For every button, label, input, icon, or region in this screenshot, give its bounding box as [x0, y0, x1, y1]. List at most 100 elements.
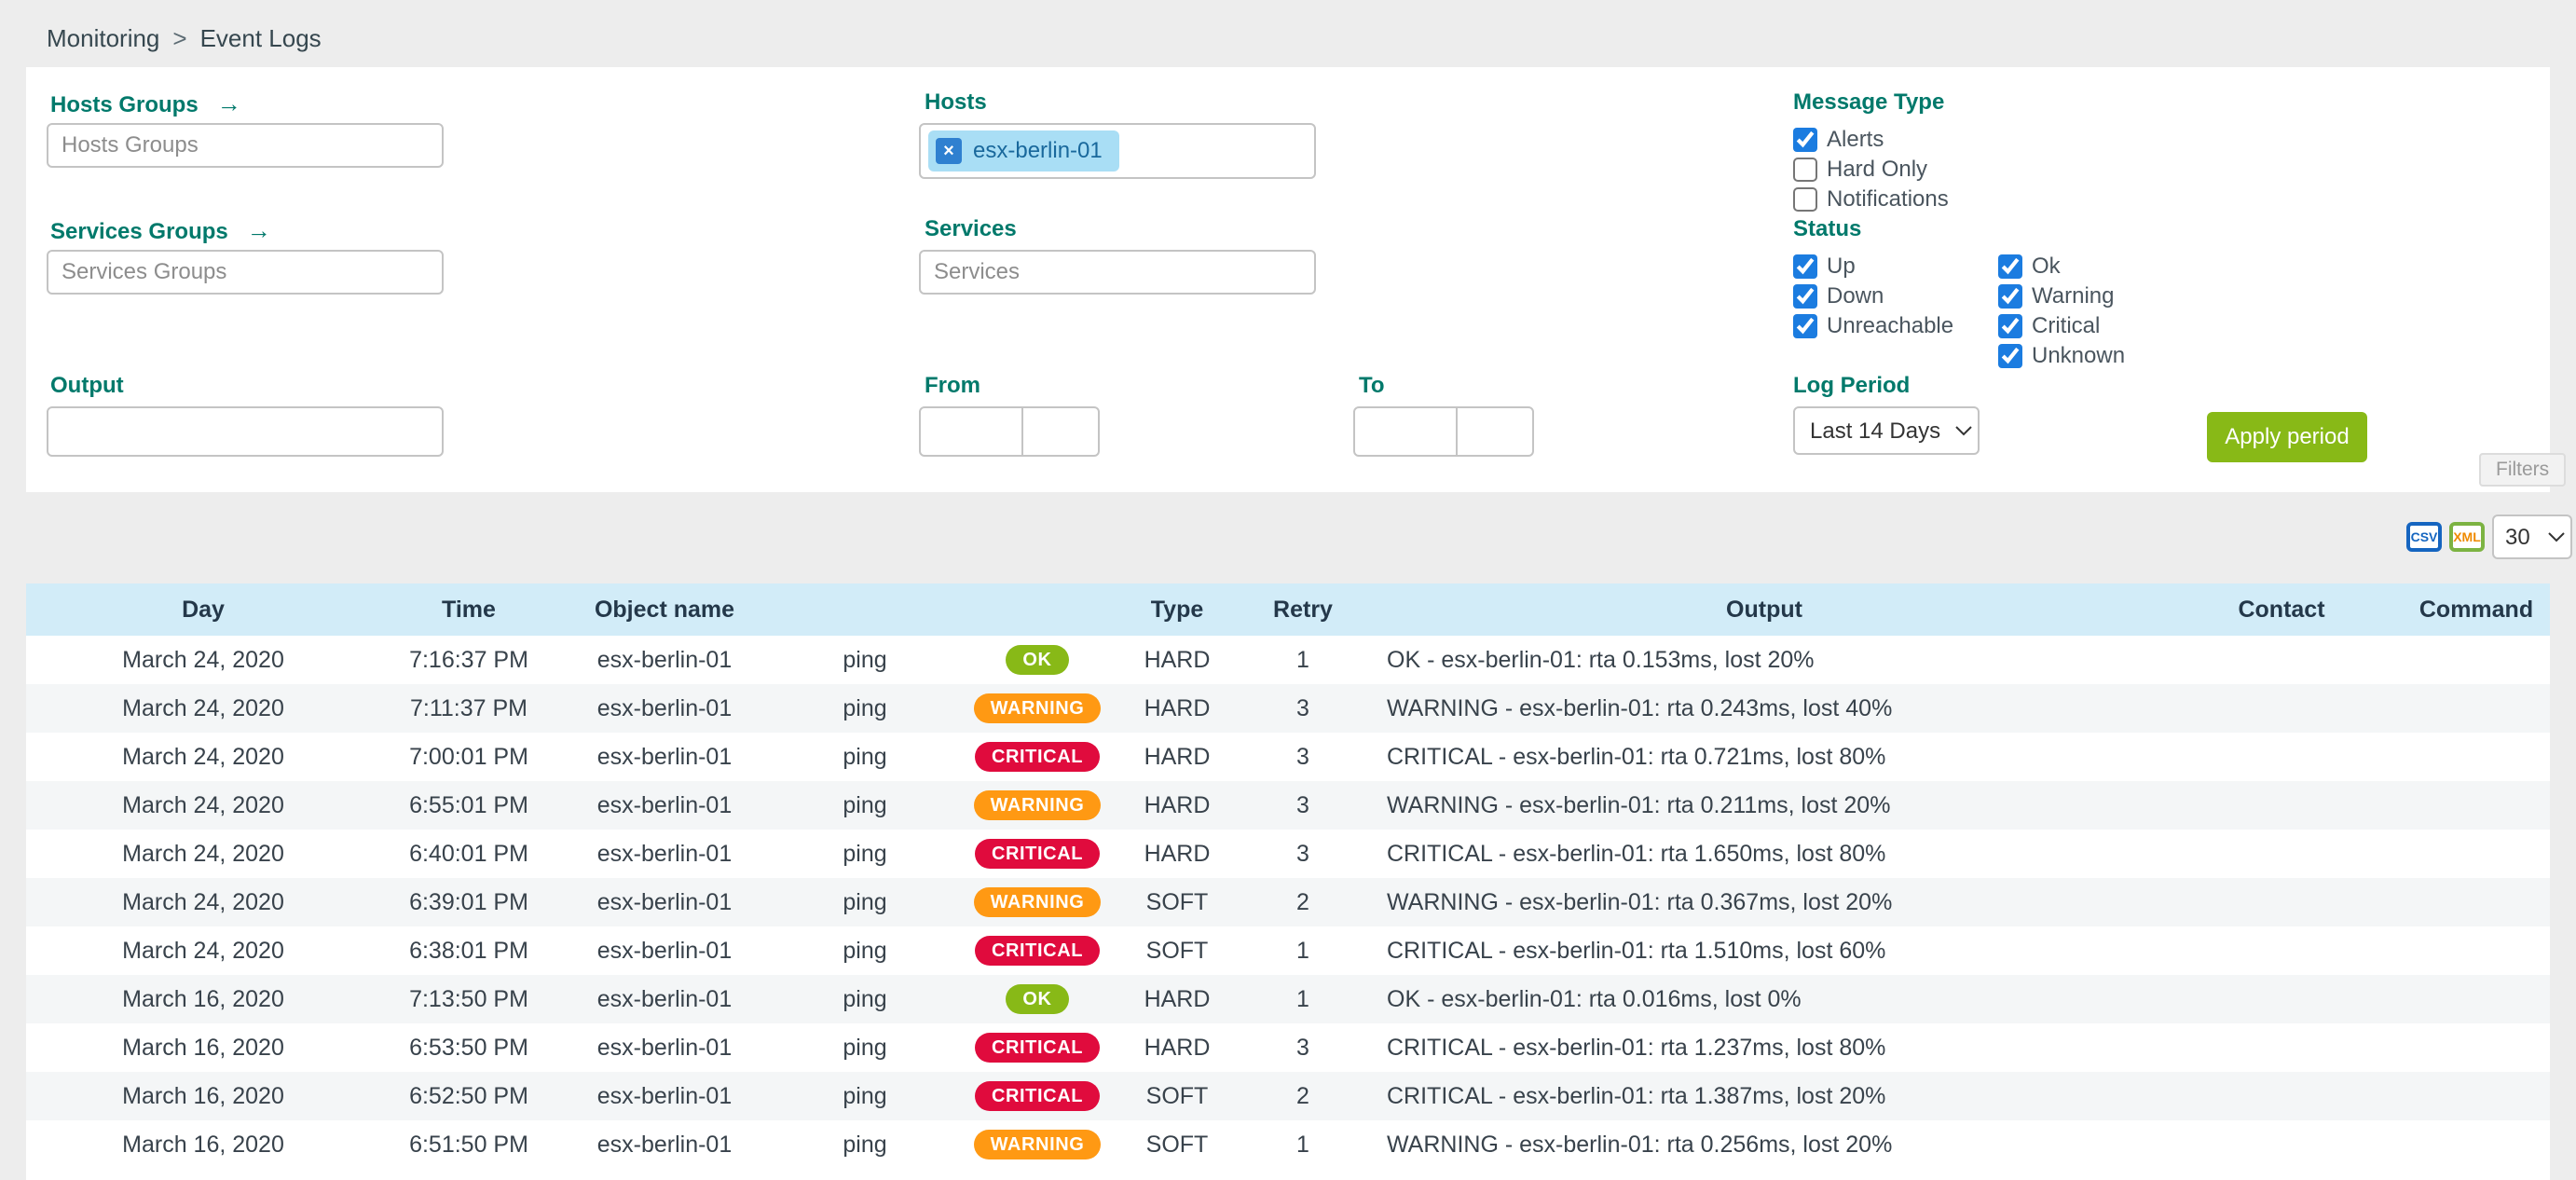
- cell-status: CRITICAL: [958, 733, 1117, 781]
- checkbox-up[interactable]: [1793, 254, 1817, 279]
- event-log-row: March 16, 2020 7:13:50 PM esx-berlin-01 pin…: [26, 975, 2550, 1023]
- status-badge-critical: CRITICAL: [974, 1081, 1101, 1111]
- services-input[interactable]: [919, 250, 1316, 295]
- event-log-row: March 24, 2020 7:16:37 PM esx-berlin-01 pin…: [26, 636, 2550, 684]
- col-output-header: Output: [1368, 583, 2160, 636]
- to-label: To: [1359, 373, 1385, 398]
- from-label: From: [925, 373, 980, 398]
- message-type-label: Message Type: [1793, 89, 1945, 115]
- cell-status: WARNING: [958, 781, 1117, 830]
- breadcrumb: Monitoring > Event Logs: [47, 24, 322, 53]
- event-log-row: March 16, 2020 6:51:50 PM esx-berlin-01 pin…: [26, 1120, 2550, 1169]
- checkbox-unreachable[interactable]: [1793, 314, 1817, 338]
- apply-period-button[interactable]: Apply period: [2207, 412, 2367, 462]
- checkbox-down[interactable]: [1793, 284, 1817, 309]
- cell-status: WARNING: [958, 1120, 1117, 1169]
- cell-status: WARNING: [958, 878, 1117, 926]
- cell-type: SOFT: [1145, 1082, 1209, 1109]
- cell-type: SOFT: [1145, 1131, 1209, 1158]
- cell-time: 7:13:50 PM: [409, 985, 528, 1012]
- col-status-header: [958, 583, 1117, 636]
- cell-command: [2403, 975, 2550, 1023]
- cell-service: ping: [843, 937, 887, 964]
- event-log-row: March 24, 2020 6:38:01 PM esx-berlin-01 pin…: [26, 926, 2550, 975]
- checkbox-label: Alerts: [1827, 127, 1884, 152]
- status-badge-critical: CRITICAL: [974, 1033, 1101, 1063]
- checkbox-critical[interactable]: [1998, 314, 2022, 338]
- filter-option-unreachable[interactable]: Unreachable: [1793, 311, 1953, 341]
- filter-option-critical[interactable]: Critical: [1998, 311, 2125, 341]
- checkbox-unknown[interactable]: [1998, 344, 2022, 368]
- checkbox-alerts[interactable]: [1793, 128, 1817, 152]
- services-groups-input[interactable]: [47, 250, 444, 295]
- output-input[interactable]: [47, 406, 444, 457]
- remove-host-icon[interactable]: ×: [936, 138, 962, 164]
- page-size-select[interactable]: 30: [2492, 515, 2572, 559]
- filter-option-alerts[interactable]: Alerts: [1793, 125, 1949, 155]
- filter-option-down[interactable]: Down: [1793, 281, 1953, 311]
- cell-command: [2403, 1023, 2550, 1072]
- cell-day: March 24, 2020: [122, 646, 284, 673]
- cell-type: SOFT: [1145, 937, 1209, 964]
- cell-retry: 2: [1296, 1082, 1309, 1109]
- checkbox-ok[interactable]: [1998, 254, 2022, 279]
- checkbox-label: Hard Only: [1827, 157, 1928, 182]
- status-badge-warning: WARNING: [973, 1130, 1102, 1159]
- cell-day: March 24, 2020: [122, 937, 284, 964]
- hosts-groups-arrow-icon[interactable]: →: [216, 89, 241, 117]
- cell-service: ping: [843, 840, 887, 867]
- filter-option-up[interactable]: Up: [1793, 252, 1953, 281]
- services-label: Services: [925, 216, 1017, 241]
- filters-toggle[interactable]: Filters: [2479, 453, 2567, 487]
- log-period-select[interactable]: Last 14 Days: [1793, 406, 1980, 455]
- to-date-input[interactable]: [1353, 406, 1458, 457]
- breadcrumb-separator: >: [172, 24, 187, 52]
- cell-retry: 3: [1296, 791, 1309, 818]
- csv-export-icon[interactable]: CSV: [2406, 522, 2442, 552]
- table-header-row: Day Time Object name Type Retry Output C…: [26, 583, 2550, 636]
- cell-output: OK - esx-berlin-01: rta 0.153ms, lost 20…: [1387, 646, 1815, 673]
- from-date-input[interactable]: [919, 406, 1023, 457]
- checkbox-hard-only[interactable]: [1793, 158, 1817, 182]
- cell-retry: 2: [1296, 888, 1309, 915]
- filter-option-ok[interactable]: Ok: [1998, 252, 2125, 281]
- from-time-input[interactable]: [1021, 406, 1100, 457]
- cell-contact: [2160, 830, 2403, 878]
- cell-service: ping: [843, 985, 887, 1012]
- cell-status: OK: [958, 636, 1117, 684]
- cell-service: ping: [843, 646, 887, 673]
- selected-host-chip: × esx-berlin-01: [928, 130, 1119, 172]
- message-type-options: Alerts Hard Only Notifications: [1793, 125, 1949, 214]
- filter-option-warning[interactable]: Warning: [1998, 281, 2125, 311]
- hosts-input[interactable]: × esx-berlin-01: [919, 123, 1316, 179]
- cell-object-name: esx-berlin-01: [596, 937, 733, 964]
- cell-retry: 3: [1296, 694, 1309, 721]
- hosts-groups-input[interactable]: [47, 123, 444, 168]
- cell-status: CRITICAL: [958, 830, 1117, 878]
- event-log-row: March 16, 2020 6:52:50 PM esx-berlin-01 pin…: [26, 1072, 2550, 1120]
- checkbox-label: Ok: [2032, 254, 2061, 279]
- filter-option-notifications[interactable]: Notifications: [1793, 185, 1949, 214]
- breadcrumb-monitoring[interactable]: Monitoring: [47, 24, 160, 52]
- checkbox-label: Warning: [2032, 283, 2115, 309]
- cell-day: March 16, 2020: [122, 1082, 284, 1109]
- cell-status: CRITICAL: [958, 1023, 1117, 1072]
- cell-command: [2403, 1072, 2550, 1120]
- cell-retry: 1: [1296, 1131, 1309, 1158]
- xml-export-icon[interactable]: XML: [2449, 522, 2485, 552]
- checkbox-warning[interactable]: [1998, 284, 2022, 309]
- cell-status: CRITICAL: [958, 926, 1117, 975]
- cell-contact: [2160, 781, 2403, 830]
- log-period-label: Log Period: [1793, 373, 1911, 398]
- to-time-input[interactable]: [1456, 406, 1534, 457]
- services-groups-arrow-icon[interactable]: →: [246, 216, 271, 244]
- cell-output: OK - esx-berlin-01: rta 0.016ms, lost 0%: [1387, 985, 1802, 1012]
- filter-option-hard-only[interactable]: Hard Only: [1793, 155, 1949, 185]
- event-logs-table: Day Time Object name Type Retry Output C…: [26, 583, 2550, 1180]
- cell-output: CRITICAL - esx-berlin-01: rta 1.387ms, l…: [1387, 1082, 1886, 1109]
- breadcrumb-event-logs[interactable]: Event Logs: [199, 24, 322, 52]
- filter-option-unknown[interactable]: Unknown: [1998, 341, 2125, 371]
- cell-object-name: esx-berlin-01: [596, 743, 733, 770]
- cell-type: HARD: [1144, 646, 1211, 673]
- checkbox-notifications[interactable]: [1793, 187, 1817, 212]
